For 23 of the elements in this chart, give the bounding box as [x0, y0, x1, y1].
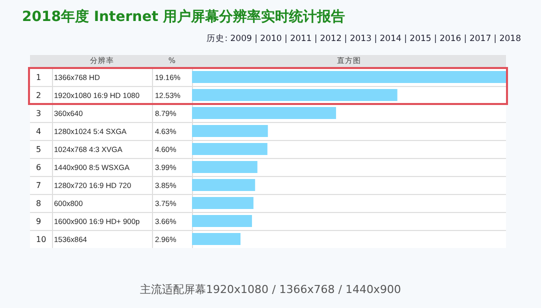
text: 2: [36, 91, 42, 100]
text: 7: [36, 181, 42, 190]
text: 历史: 2009 | 2010 | 2011 | 2012 | 2013 | 2014 | 2015 | 2016 | 2017 | 2018: [206, 33, 521, 45]
bar: [192, 71, 506, 83]
text: 9: [36, 217, 42, 226]
bar: [192, 125, 268, 137]
text: 10: [36, 235, 46, 244]
bar: [192, 107, 336, 119]
text: 1: [36, 73, 42, 82]
bar: [192, 161, 258, 173]
bar: [192, 233, 241, 245]
bar: [192, 179, 256, 191]
text: 主流适配屏幕1920x1080 / 1366x768 / 1440x900: [139, 282, 402, 297]
bar: [192, 215, 252, 227]
bar: [192, 89, 398, 101]
bar: [192, 197, 254, 209]
text: 8: [36, 199, 42, 208]
chart-title: 2018年度 Internet 用户屏幕分辨率实时统计报告: [22, 8, 346, 26]
text: 4: [36, 127, 42, 136]
text: 3: [36, 109, 42, 118]
text: 5: [36, 145, 42, 154]
text: 6: [36, 163, 42, 172]
bar: [192, 143, 268, 155]
